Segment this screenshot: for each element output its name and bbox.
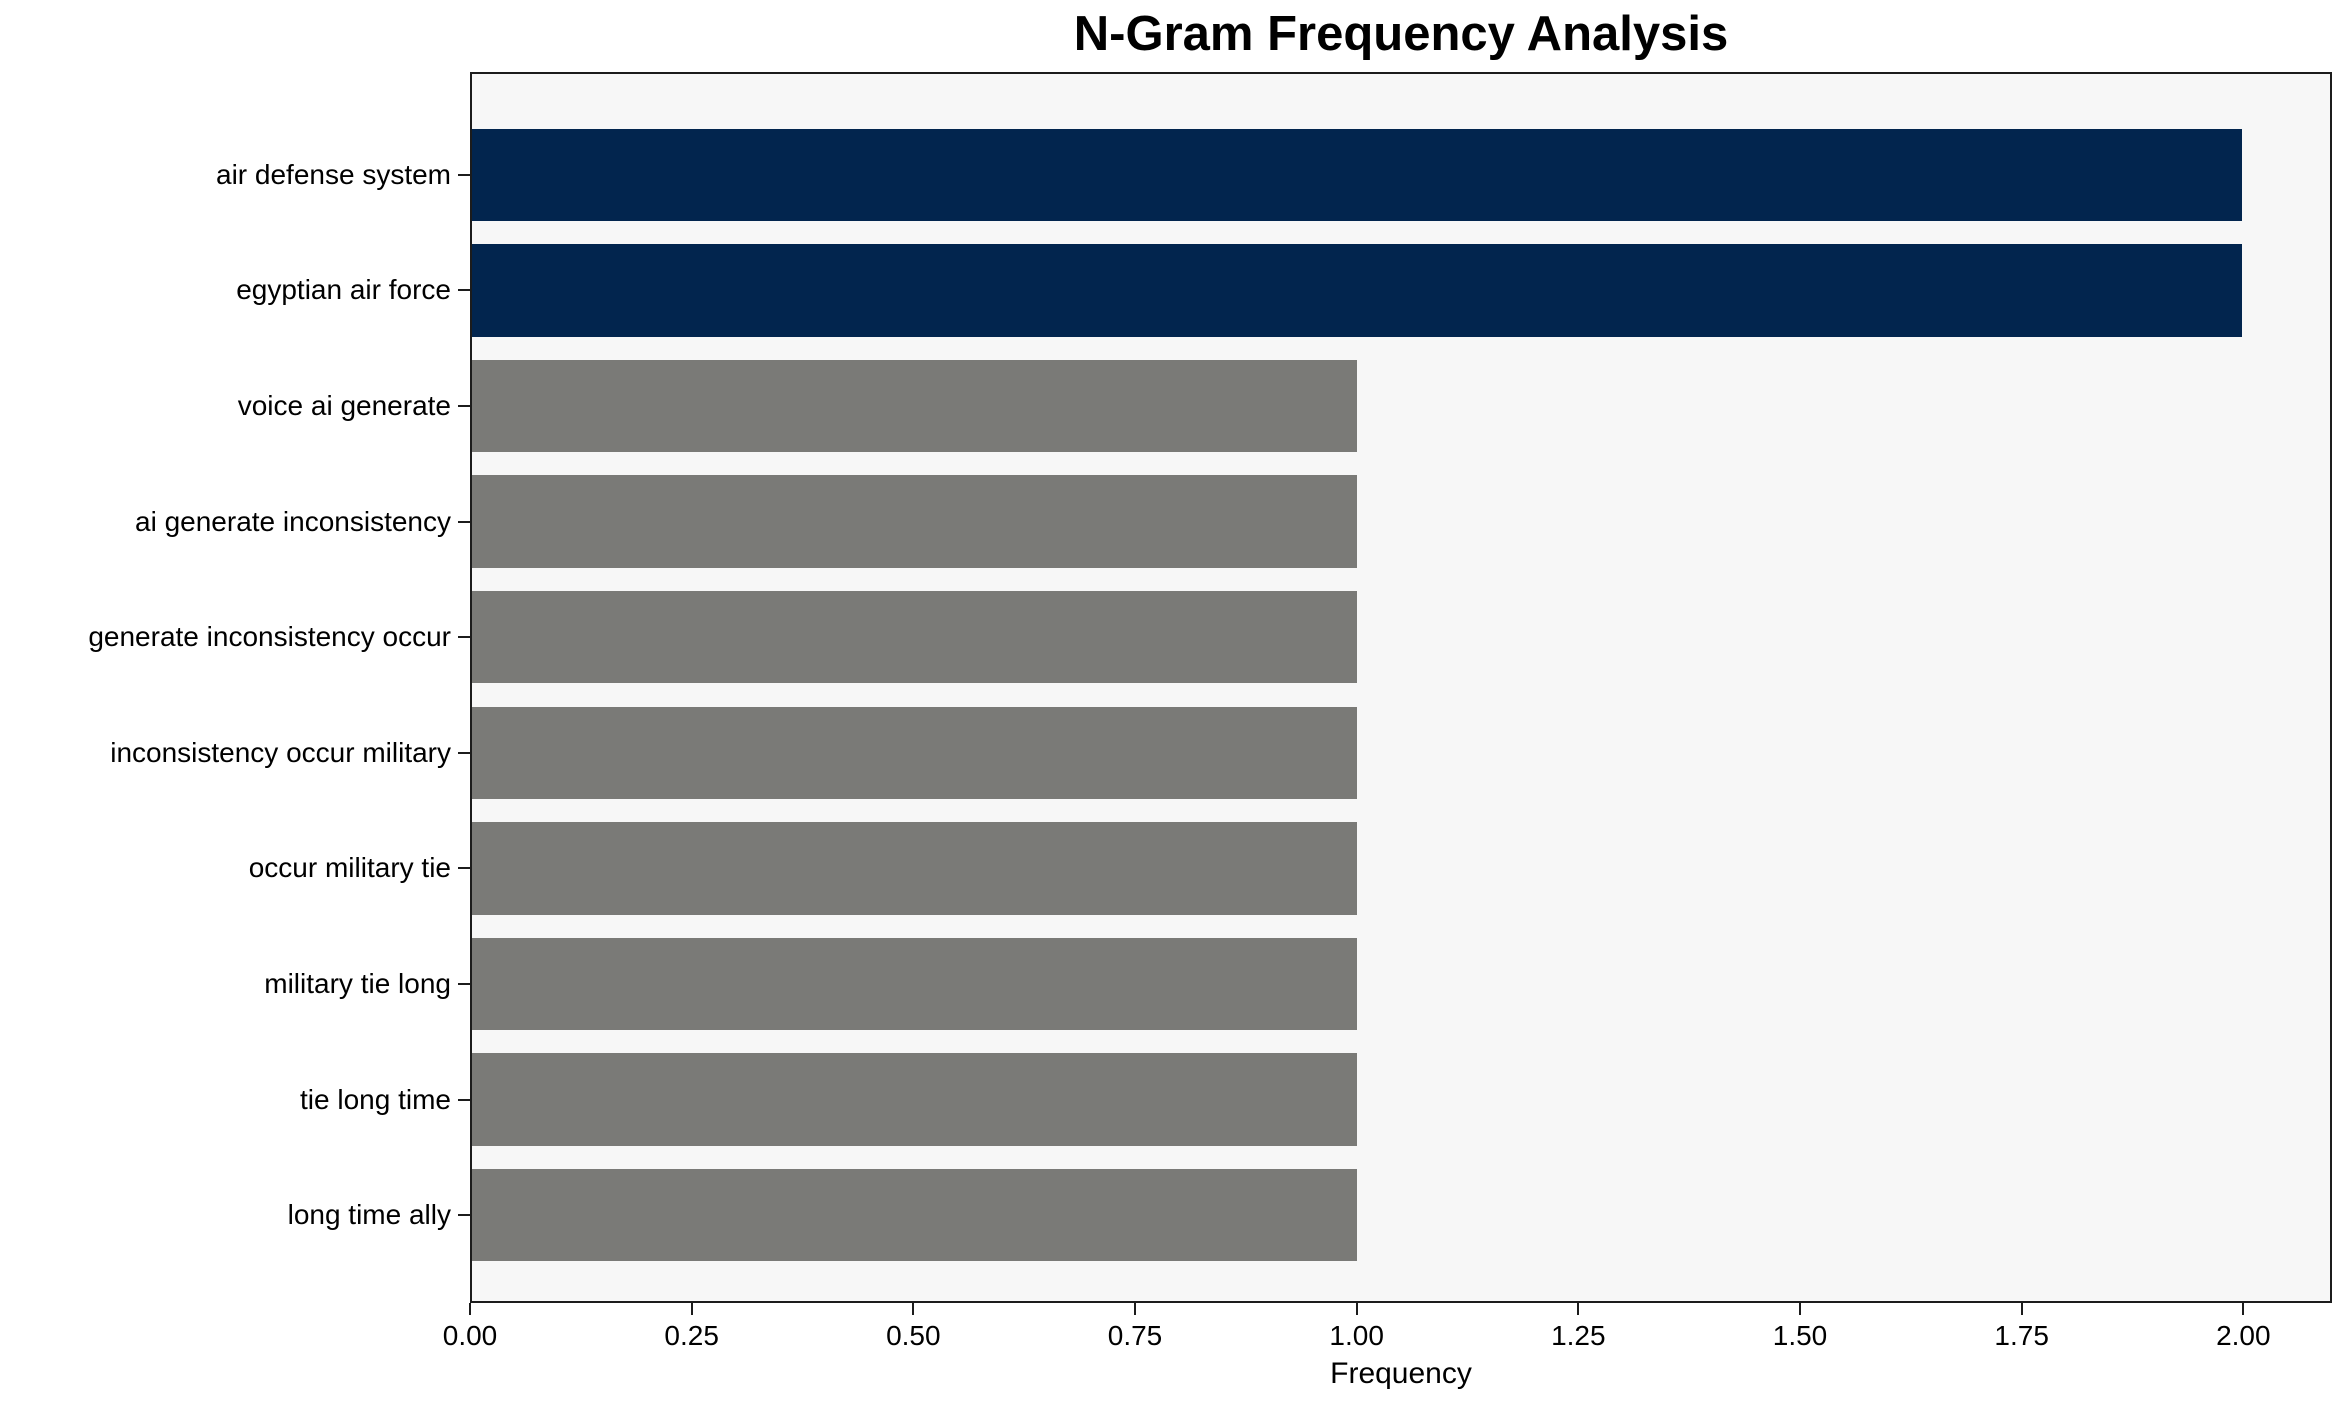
y-category-row: tie long time	[0, 1042, 470, 1158]
y-tick-label: inconsistency occur military	[110, 736, 451, 768]
x-tick-mark	[1355, 1303, 1358, 1315]
x-tick-mark	[1134, 1303, 1136, 1315]
y-tick-label: long time ally	[287, 1199, 451, 1231]
bar	[472, 706, 1357, 799]
y-tick-label: ai generate inconsistency	[135, 505, 451, 537]
y-category-row: ai generate inconsistency	[0, 464, 470, 580]
y-axis-labels: air defense system egyptian air force voic…	[0, 74, 470, 1301]
y-tick-label: military tie long	[264, 967, 451, 999]
y-tick-label: egyptian air force	[236, 274, 451, 306]
bar	[472, 1053, 1357, 1146]
bars-container	[472, 74, 2330, 1301]
y-tick-mark	[458, 173, 470, 176]
x-tick-label: 1.25	[1551, 1320, 1606, 1351]
y-category-row: inconsistency occur military	[0, 695, 470, 811]
plot-area	[470, 72, 2332, 1303]
x-tick-mark	[2242, 1303, 2245, 1315]
chart-title: N-Gram Frequency Analysis	[1073, 7, 1729, 61]
y-tick-label: air defense system	[216, 158, 451, 190]
bar-row	[472, 1157, 2330, 1273]
bar-row	[472, 926, 2330, 1042]
y-category-row: long time ally	[0, 1157, 470, 1273]
y-category-row: egyptian air force	[0, 233, 470, 349]
bar	[472, 359, 1357, 453]
y-tick-mark	[458, 867, 470, 870]
bar-row	[472, 117, 2330, 233]
x-tick-mark	[2020, 1303, 2023, 1315]
bar	[472, 475, 1357, 568]
x-tick-label: 1.75	[1994, 1320, 2049, 1351]
bar-row	[472, 464, 2330, 580]
y-tick-label: tie long time	[300, 1083, 451, 1115]
bar	[472, 822, 1357, 915]
bar-row	[472, 695, 2330, 811]
x-tick-label: 0.25	[664, 1320, 719, 1351]
y-tick-mark	[458, 636, 470, 639]
y-category-row: generate inconsistency occur	[0, 579, 470, 695]
bar	[472, 937, 1357, 1031]
bar-row	[472, 579, 2330, 695]
bar	[472, 128, 2242, 222]
y-tick-mark	[458, 1098, 470, 1101]
bar	[472, 590, 1357, 684]
y-category-row: voice ai generate	[0, 348, 470, 464]
y-tick-mark	[458, 1214, 470, 1217]
x-tick-mark	[1577, 1303, 1580, 1315]
y-tick-mark	[458, 982, 470, 985]
bar	[472, 244, 2242, 337]
y-tick-mark	[458, 404, 470, 407]
x-tick-label: 1.00	[1329, 1320, 1384, 1351]
x-tick-mark	[1799, 1303, 1801, 1315]
x-tick-label: 0.75	[1107, 1320, 1163, 1351]
bar-row	[472, 1042, 2330, 1158]
x-tick-label: 0.00	[442, 1320, 498, 1351]
y-tick-label: generate inconsistency occur	[88, 621, 451, 653]
x-tick-label: 0.50	[886, 1320, 941, 1351]
y-tick-label: occur military tie	[248, 852, 451, 884]
x-tick-mark	[690, 1303, 693, 1315]
x-tick-label: 1.50	[1772, 1320, 1828, 1351]
bar	[472, 1168, 1357, 1262]
y-category-row: military tie long	[0, 926, 470, 1042]
x-tick-mark	[912, 1303, 915, 1315]
bar-row	[472, 811, 2330, 927]
y-category-row: occur military tie	[0, 811, 470, 927]
y-tick-mark	[458, 520, 470, 523]
x-tick-mark	[469, 1303, 471, 1315]
bar-row	[472, 233, 2330, 349]
bar-row	[472, 348, 2330, 464]
x-tick-label: 2.00	[2216, 1320, 2271, 1351]
x-axis-title: Frequency	[1330, 1357, 1472, 1390]
y-tick-mark	[458, 751, 470, 754]
y-tick-mark	[458, 289, 470, 292]
y-category-row: air defense system	[0, 117, 470, 233]
y-tick-label: voice ai generate	[237, 389, 451, 421]
